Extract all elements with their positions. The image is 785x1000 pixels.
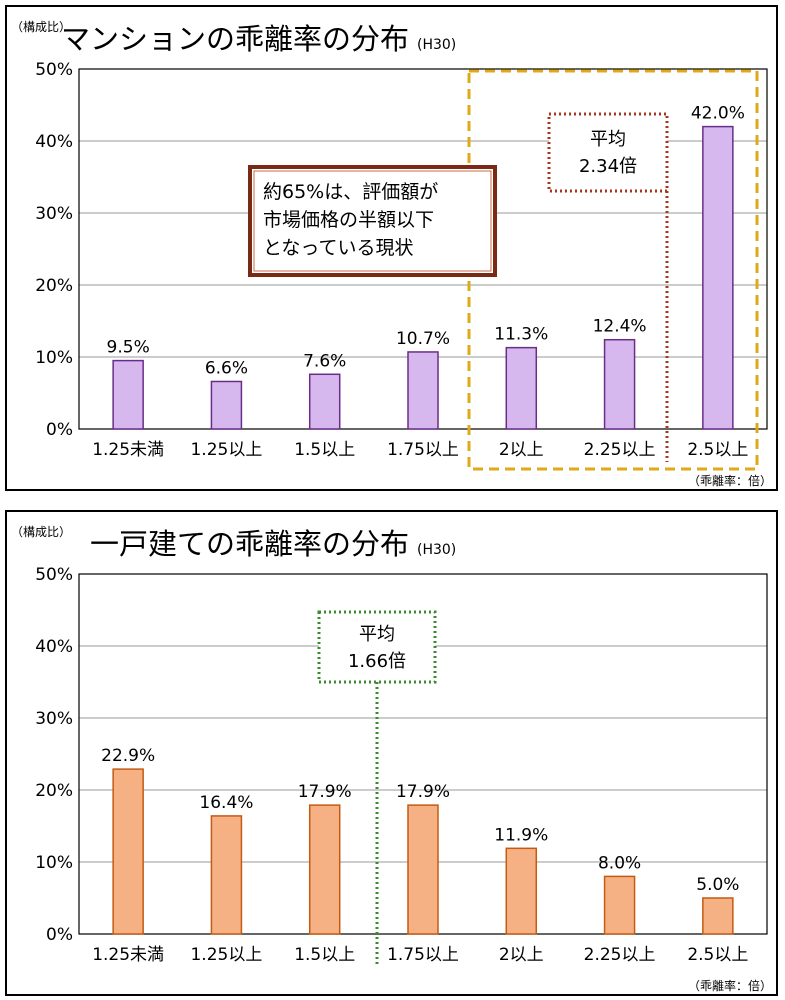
note-line-2: 市場価格の半額以下 <box>263 209 434 231</box>
category-label: 1.5以上 <box>294 945 355 965</box>
house-chart-panel: （構成比） 一戸建ての乖離率の分布 (H30) 0% 10% 20% 30% 40% 50… <box>5 510 778 996</box>
y-tick-label: 20% <box>35 276 73 296</box>
value-label: 6.6% <box>205 358 248 378</box>
bar <box>505 847 538 935</box>
value-label: 22.9% <box>101 746 155 766</box>
value-label: 10.7% <box>396 329 450 349</box>
category-label: 1.25未満 <box>92 440 164 460</box>
value-label: 7.6% <box>303 351 346 371</box>
category-label: 1.75以上 <box>387 440 459 460</box>
average-value: 2.34倍 <box>579 156 637 177</box>
chart-period: (H30) <box>417 37 456 53</box>
value-label: 17.9% <box>396 782 450 802</box>
bar <box>603 338 636 430</box>
y-tick-label: 0% <box>46 420 73 440</box>
note-box-inner <box>253 170 492 272</box>
category-label: 1.75以上 <box>387 945 459 965</box>
average-value: 1.66倍 <box>348 651 406 672</box>
condo-chart: （構成比） マンションの乖離率の分布 (H30) 0% 10% 20% 30% 40% 5… <box>11 20 772 488</box>
note-box <box>248 165 497 277</box>
category-label: 1.5以上 <box>294 440 355 460</box>
bar <box>210 815 243 935</box>
y-tick-label: 0% <box>46 925 73 945</box>
bar <box>505 346 538 430</box>
average-box <box>317 610 437 684</box>
average-label: 平均 <box>359 624 395 645</box>
chart-title: マンションの乖離率の分布 <box>61 22 409 56</box>
value-label: 8.0% <box>598 853 641 873</box>
bar <box>407 804 439 935</box>
x-axis-label: （乖離率：倍） <box>688 473 772 488</box>
y-tick-labels: 0% 10% 20% 30% 40% 50% <box>35 60 73 440</box>
value-label: 9.5% <box>107 338 150 358</box>
value-label: 17.9% <box>298 782 352 802</box>
bar <box>112 768 144 935</box>
house-chart: （構成比） 一戸建ての乖離率の分布 (H30) 0% 10% 20% 30% 40% 50… <box>11 525 772 993</box>
category-label: 1.25未満 <box>92 945 164 965</box>
bar <box>308 373 341 430</box>
category-label: 2以上 <box>499 440 544 460</box>
average-label: 平均 <box>590 129 626 150</box>
x-tick-labels: 1.25未満 1.25以上 1.5以上 1.75以上 2以上 2.25以上 2.5以上 <box>92 440 748 460</box>
bar <box>210 380 243 430</box>
y-axis-label: （構成比） <box>11 20 71 34</box>
y-tick-label: 30% <box>35 204 73 224</box>
category-label: 1.25以上 <box>190 440 262 460</box>
note-line-1: 約65%は、評価額が <box>263 181 438 203</box>
y-tick-label: 40% <box>35 637 73 657</box>
value-label: 16.4% <box>199 793 253 813</box>
value-label: 11.3% <box>494 325 548 345</box>
category-label: 2.5以上 <box>687 945 748 965</box>
y-tick-label: 50% <box>35 60 73 80</box>
bars <box>112 768 734 935</box>
category-label: 2.25以上 <box>584 945 656 965</box>
category-label: 2以上 <box>499 945 544 965</box>
category-label: 2.25以上 <box>584 440 656 460</box>
bar <box>702 897 734 935</box>
note-line-3: となっている現状 <box>263 237 413 259</box>
bars <box>112 125 734 430</box>
y-axis-label: （構成比） <box>11 525 71 539</box>
chart-title: 一戸建ての乖離率の分布 <box>90 527 409 561</box>
bar <box>603 875 636 935</box>
condo-chart-panel: （構成比） マンションの乖離率の分布 (H30) 0% 10% 20% 30% 40% 5… <box>5 5 778 491</box>
y-tick-label: 10% <box>35 348 73 368</box>
value-label: 5.0% <box>696 875 739 895</box>
value-label: 11.9% <box>494 825 548 845</box>
bar <box>407 351 439 430</box>
category-label: 1.25以上 <box>190 945 262 965</box>
x-axis-label: （乖離率：倍） <box>688 978 772 993</box>
chart-period: (H30) <box>417 542 456 558</box>
y-tick-label: 20% <box>35 781 73 801</box>
bar <box>702 125 734 430</box>
category-label: 2.5以上 <box>687 440 748 460</box>
x-tick-labels: 1.25未満 1.25以上 1.5以上 1.75以上 2以上 2.25以上 2.5以上 <box>92 945 748 965</box>
y-tick-label: 10% <box>35 853 73 873</box>
y-tick-label: 40% <box>35 132 73 152</box>
y-tick-label: 50% <box>35 565 73 585</box>
value-label: 42.0% <box>691 104 745 124</box>
value-label: 12.4% <box>593 317 647 337</box>
value-labels: 22.9% 16.4% 17.9% 17.9% 11.9% 8.0% 5.0% <box>101 746 739 895</box>
y-tick-label: 30% <box>35 709 73 729</box>
value-labels: 9.5% 6.6% 7.6% 10.7% 11.3% 12.4% 42.0% <box>107 104 745 379</box>
y-tick-labels: 0% 10% 20% 30% 40% 50% <box>35 565 73 945</box>
bar <box>308 804 341 935</box>
bar <box>112 359 144 430</box>
average-box <box>547 112 669 193</box>
